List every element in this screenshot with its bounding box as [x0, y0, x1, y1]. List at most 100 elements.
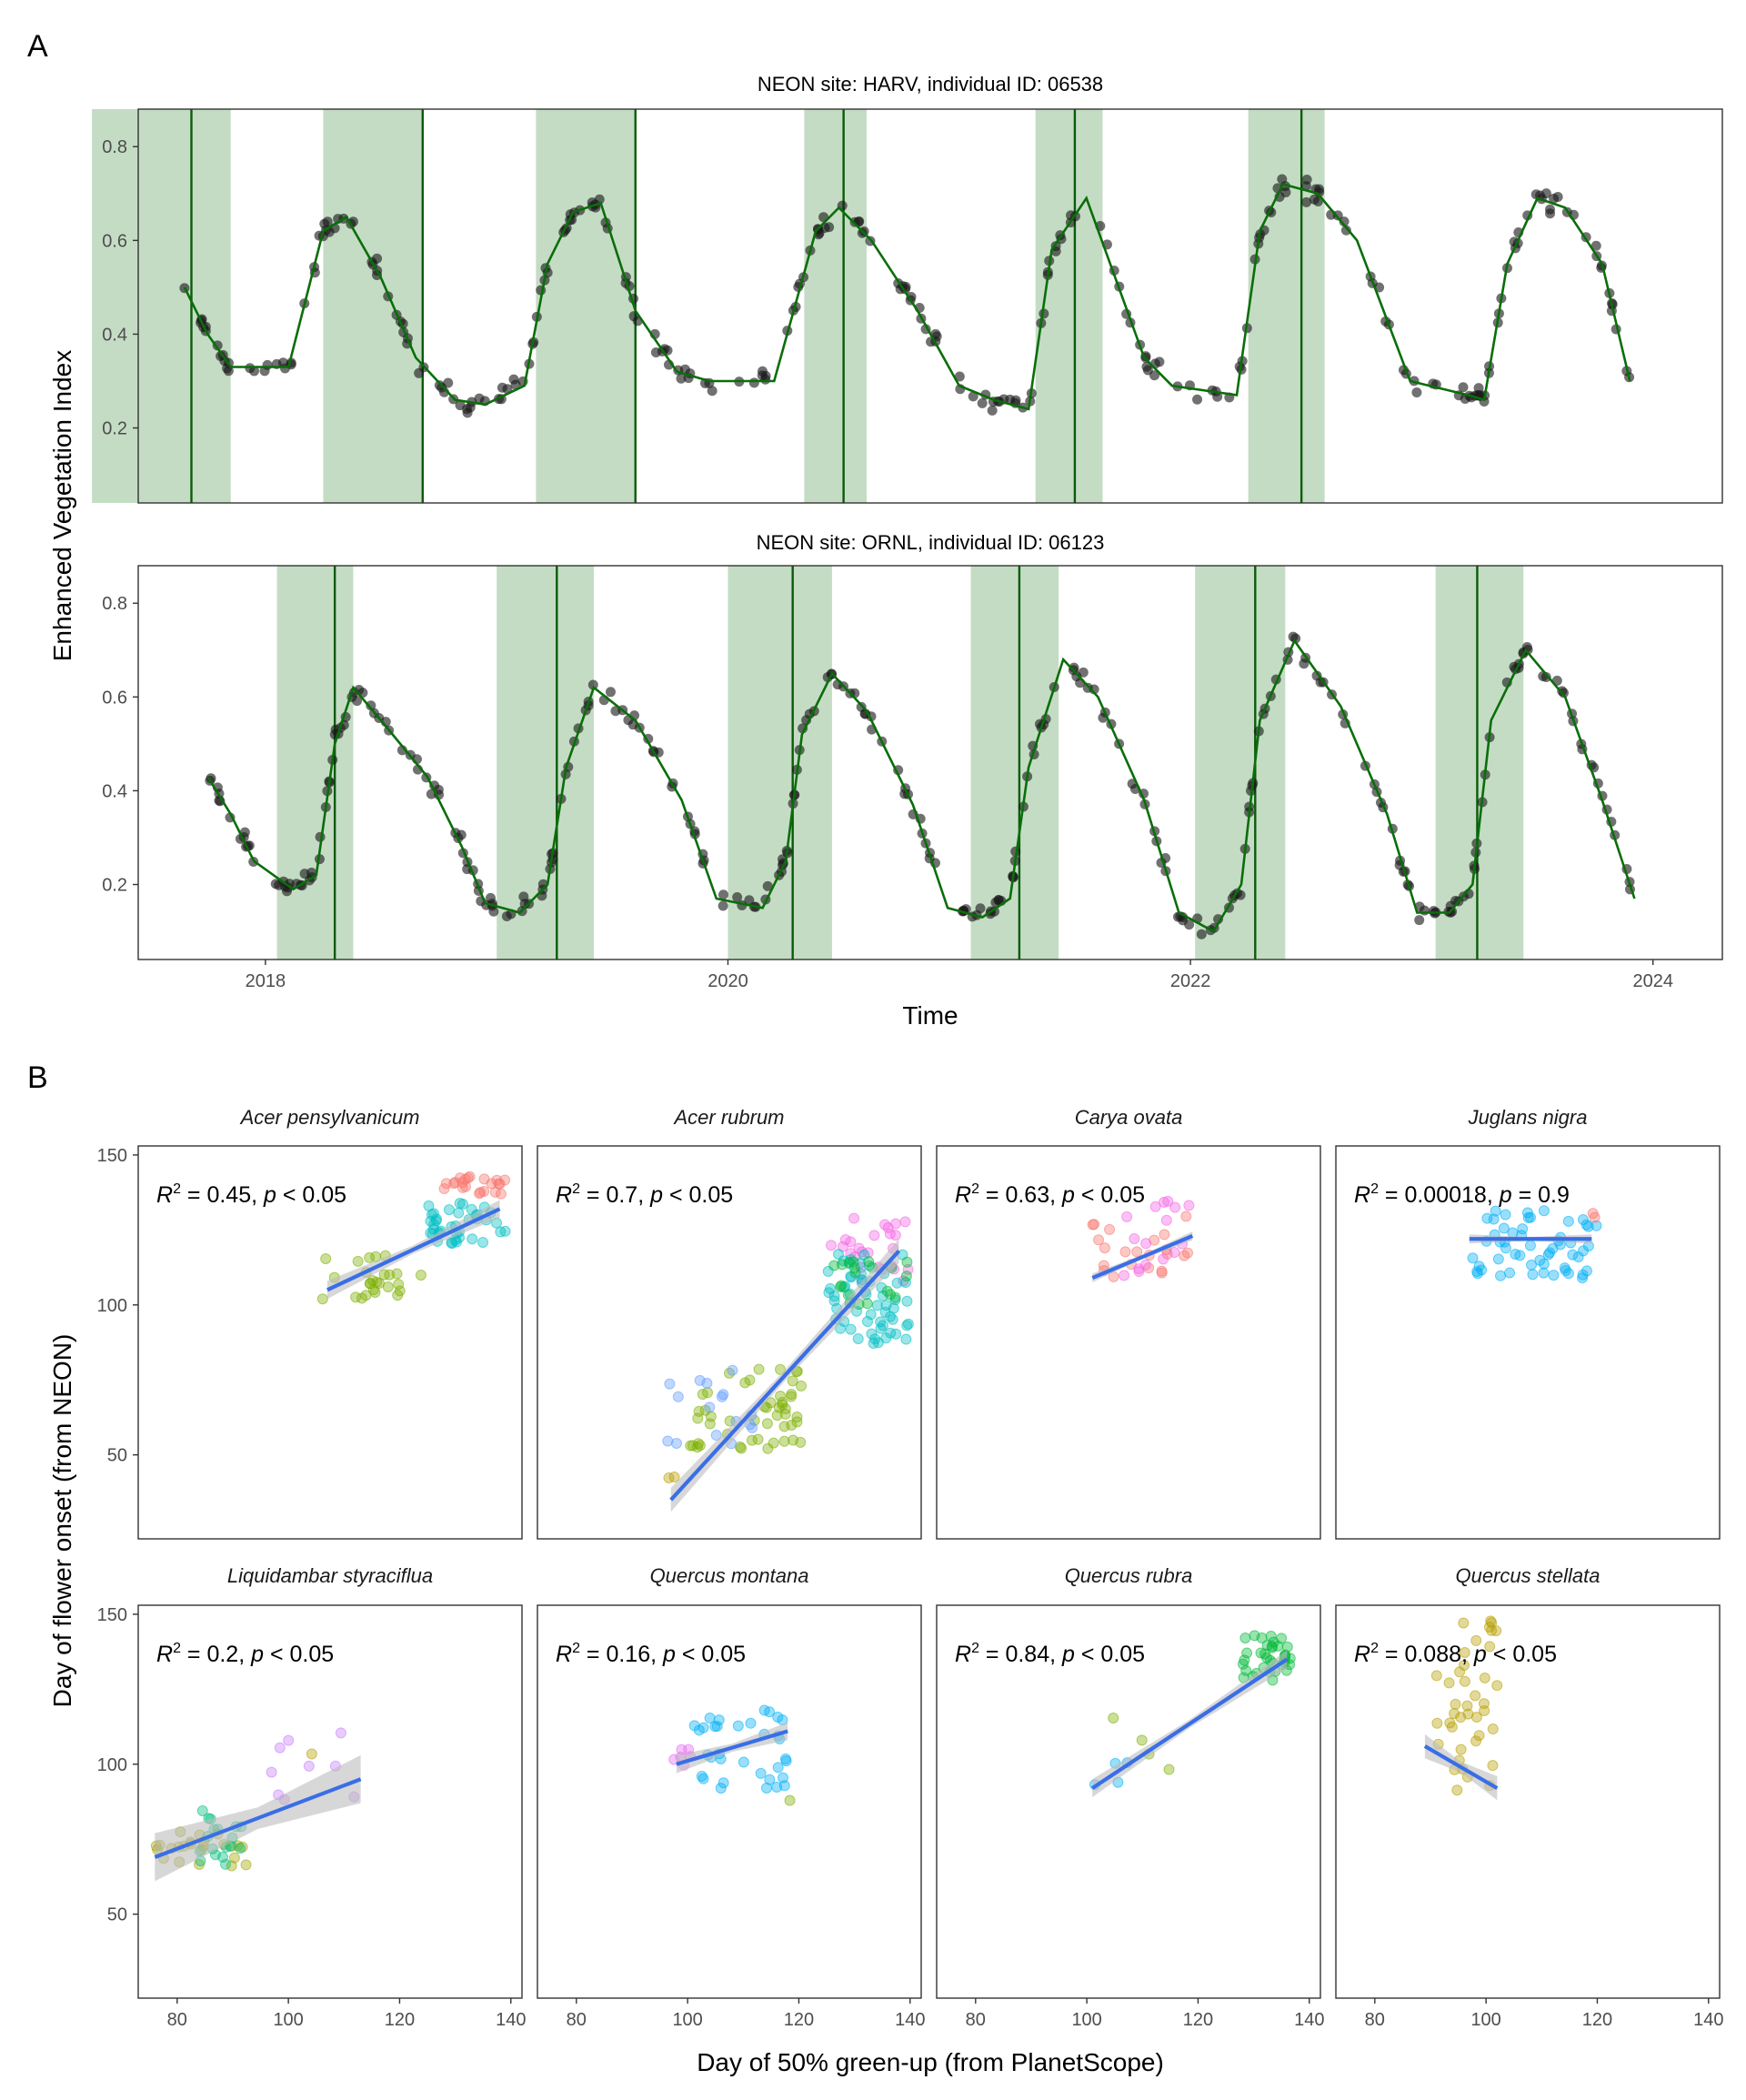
flower-point: [1169, 1247, 1180, 1259]
growing-season-band: [1035, 109, 1103, 503]
flower-point: [478, 1173, 490, 1185]
flower-point: [235, 1843, 246, 1854]
growing-season-band: [1248, 109, 1325, 503]
evi-point: [1590, 240, 1601, 251]
flower-point: [787, 1375, 798, 1387]
flower-point: [668, 1472, 680, 1483]
x-tick-label: 80: [167, 2010, 187, 2030]
regression-line: [1423, 1744, 1499, 1790]
flower-point: [702, 1387, 714, 1399]
evi-point: [1196, 929, 1207, 939]
flower-point: [747, 1422, 758, 1433]
flower-point: [306, 1748, 317, 1760]
flower-point: [1180, 1211, 1192, 1222]
flower-point: [228, 1852, 240, 1864]
flower-point: [890, 1328, 902, 1340]
flower-point: [1443, 1677, 1455, 1689]
flower-point: [320, 1252, 332, 1264]
flower-point: [425, 1215, 436, 1227]
x-tick-label: 2024: [1632, 971, 1673, 991]
y-tick-label: 0.6: [102, 688, 127, 708]
flower-point: [477, 1236, 489, 1248]
flower-point: [869, 1333, 881, 1345]
species-panel-border: [537, 1145, 922, 1540]
flower-point: [755, 1767, 767, 1779]
flower-point: [240, 1859, 252, 1871]
growing-season-band: [728, 566, 832, 960]
regression-line: [669, 1250, 901, 1502]
flower-point: [1534, 1254, 1546, 1266]
flower-point: [868, 1230, 880, 1241]
y-tick-label: 0.6: [102, 231, 127, 251]
flower-point: [335, 1727, 346, 1739]
panel-a: NEON site: HARV, individual ID: 06538 NE…: [48, 73, 1723, 1030]
ts-panel-1: 0.2 0.4 0.6 0.8: [92, 108, 1723, 504]
flower-point: [438, 1183, 450, 1195]
evi-point: [1340, 225, 1351, 236]
flower-point: [705, 1411, 717, 1422]
flower-point: [316, 1293, 328, 1305]
flower-point: [1510, 1248, 1521, 1260]
evi-point: [1192, 394, 1203, 405]
species-panel: Carya ovata R2 = 0.63, p < 0.05: [936, 1106, 1321, 1540]
r2-annotation: R2 = 0.84, p < 0.05: [955, 1641, 1145, 1667]
flower-point: [1580, 1265, 1592, 1277]
flower-point: [852, 1332, 864, 1344]
evi-point: [717, 900, 728, 911]
flower-point: [828, 1260, 840, 1271]
flower-point: [1276, 1633, 1288, 1644]
regression-line: [154, 1777, 362, 1859]
x-tick-label: 80: [966, 2010, 986, 2030]
flower-point: [1163, 1763, 1175, 1775]
flower-point: [786, 1391, 798, 1402]
evi-point: [259, 366, 270, 377]
species-plot-background: [537, 1605, 921, 1998]
evi-point: [1301, 196, 1312, 207]
flower-point: [1470, 1735, 1482, 1747]
flower-point: [1158, 1253, 1169, 1265]
evi-point: [319, 218, 330, 229]
flower-point: [1169, 1201, 1181, 1213]
flower-point: [1093, 1234, 1105, 1246]
species-plot-background: [937, 1605, 1320, 1998]
flower-point: [1266, 1642, 1278, 1653]
flower-point: [771, 1410, 783, 1422]
flower-point: [1526, 1259, 1538, 1271]
flower-point: [1486, 1624, 1498, 1636]
r2-annotation: R2 = 0.45, p < 0.05: [156, 1181, 346, 1208]
evi-point: [497, 382, 507, 393]
flower-point: [1451, 1784, 1463, 1796]
species-panel: Juglans nigra R2 = 0.00018, p = 0.9: [1335, 1106, 1721, 1540]
flower-point: [373, 1277, 385, 1289]
flower-point: [1521, 1207, 1533, 1219]
evi-point: [1089, 684, 1099, 695]
flower-point: [1470, 1634, 1482, 1646]
evi-point: [1235, 889, 1246, 900]
flower-point: [1136, 1734, 1148, 1746]
flower-point: [443, 1204, 455, 1216]
species-panel-border: [537, 1604, 922, 1999]
flower-point: [823, 1287, 835, 1299]
species-panel-border: [936, 1604, 1321, 1999]
flower-point: [694, 1440, 706, 1452]
flower-point: [901, 1256, 913, 1268]
flower-point: [709, 1721, 721, 1733]
r2-annotation: R2 = 0.63, p < 0.05: [955, 1181, 1145, 1208]
species-plot-background: [937, 1146, 1320, 1539]
flower-point: [352, 1255, 364, 1267]
regression-line: [1091, 1657, 1289, 1790]
flower-point: [1471, 1266, 1483, 1278]
flower-point: [901, 1320, 913, 1331]
flower-point: [704, 1402, 716, 1413]
flower-point: [393, 1279, 405, 1291]
flower-point: [775, 1363, 787, 1375]
species-panel-border: [1335, 1604, 1721, 1999]
flower-point: [889, 1218, 901, 1230]
flower-point: [1265, 1631, 1277, 1643]
evi-point: [1078, 667, 1089, 678]
flower-point: [693, 1405, 705, 1417]
species-panel: Acer pensylvanicum R2 = 0.45, p < 0.05 50 1…: [97, 1106, 523, 1540]
flower-point: [1104, 1223, 1116, 1235]
flower-point: [887, 1313, 898, 1325]
